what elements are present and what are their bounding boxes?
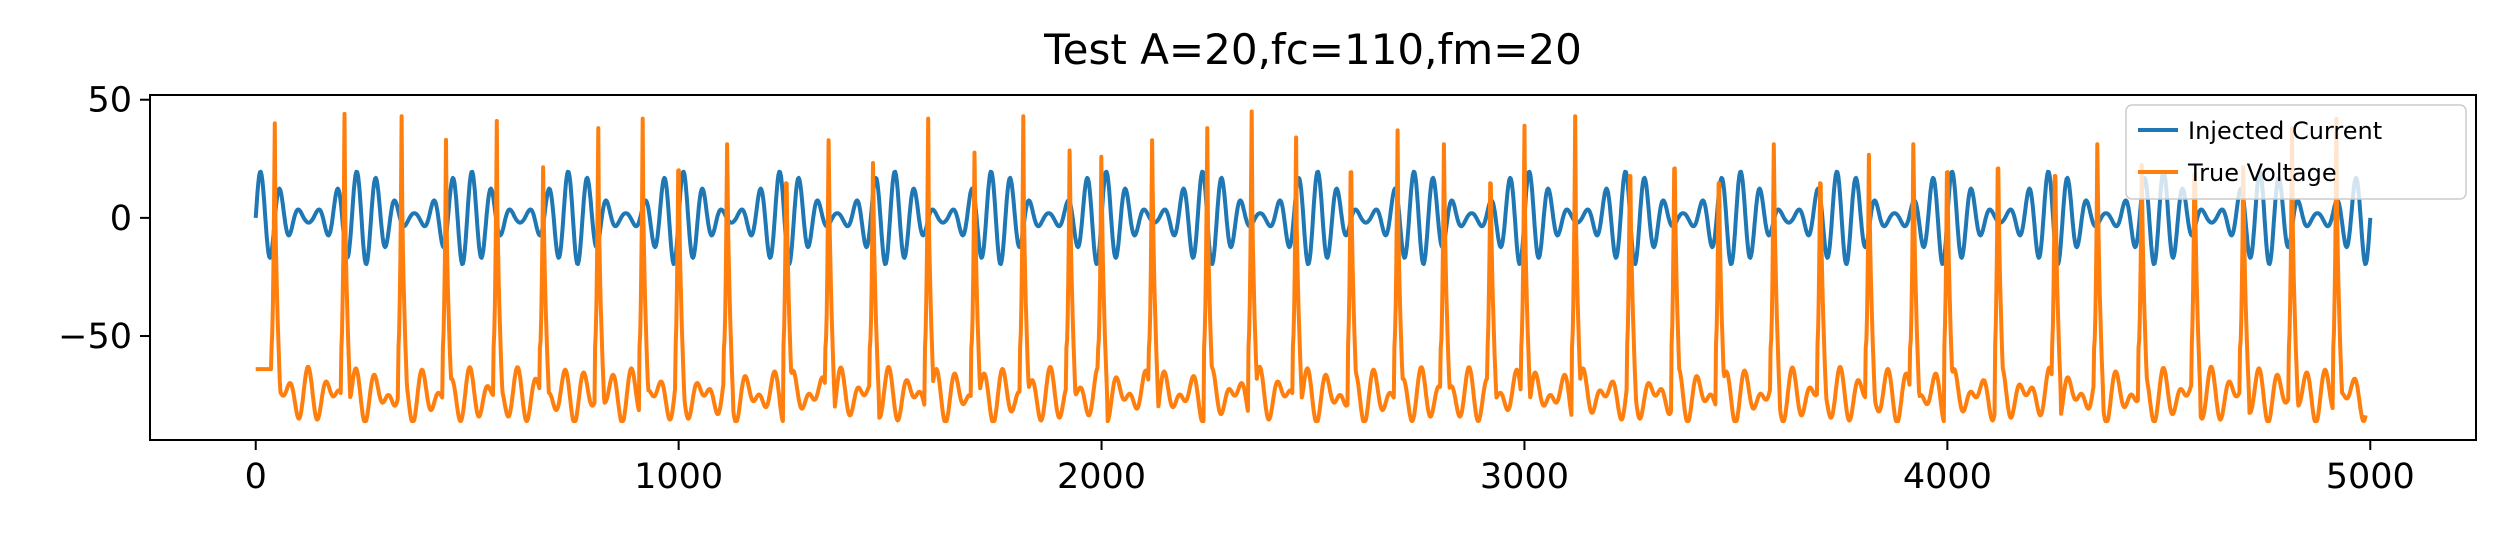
y-axis: 50 0 −50 xyxy=(58,81,150,357)
x-tick-label: 1000 xyxy=(634,457,723,497)
legend: Injected Current True Voltage xyxy=(2125,104,2467,200)
x-tick-label: 5000 xyxy=(2326,457,2415,497)
y-tick-label: 50 xyxy=(87,81,132,121)
series-line-true-voltage xyxy=(254,109,2368,424)
legend-label-injected-current: Injected Current xyxy=(2188,117,2382,145)
x-tick-label: 0 xyxy=(245,457,267,497)
x-axis: 0 1000 2000 3000 4000 5000 xyxy=(245,440,2415,497)
chart-title: Test A=20,fc=110,fm=20 xyxy=(1043,25,1582,74)
y-tick-label: 0 xyxy=(110,199,132,239)
x-tick-label: 3000 xyxy=(1480,457,1569,497)
plot-series xyxy=(253,109,2373,424)
x-tick-label: 2000 xyxy=(1057,457,1146,497)
y-tick-label: −50 xyxy=(58,317,132,357)
x-tick-label: 4000 xyxy=(1903,457,1992,497)
legend-label-true-voltage: True Voltage xyxy=(2187,159,2337,187)
legend-frame xyxy=(2125,104,2467,200)
plot-frame xyxy=(149,94,2477,441)
series-line-injected-current xyxy=(253,169,2373,266)
